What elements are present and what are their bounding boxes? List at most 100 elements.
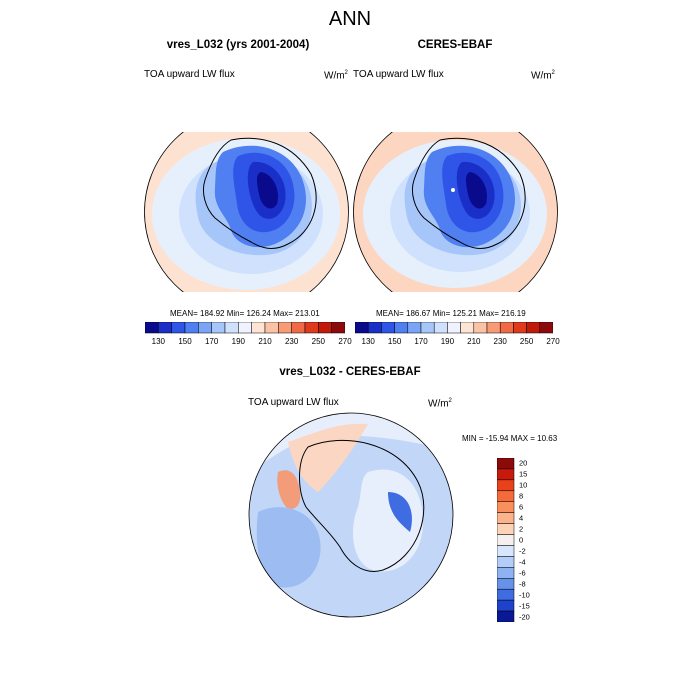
diff-colorbar-tick-label: -4 [519,557,526,567]
diff-colorbar-swatch [497,523,515,535]
left-colorbar-tick-label: 230 [284,337,299,346]
right-colorbar-tick-label: 230 [493,337,507,346]
diff-colorbar-swatch [497,599,515,612]
diff-colorbar-swatch [497,610,515,622]
right-colorbar-swatch [420,322,435,334]
left-colorbar-swatch [198,322,212,334]
right-units-text: W/m [531,70,552,82]
right-colorbar [355,322,553,334]
diff-colorbar-swatch [497,556,515,568]
right-colorbar-tick-label: 170 [414,337,428,346]
right-colorbar-swatch [394,322,409,334]
left-colorbar-swatch [171,322,186,334]
diff-colorbar-tick-label: 6 [519,502,524,512]
left-colorbar-tick-label: 130 [151,337,166,346]
left-colorbar-ticks: 130 150 170 190 210 230 250 270 [145,337,352,349]
right-panel-units: W/m2 [531,70,555,81]
right-colorbar-swatch [539,322,553,334]
map-coastline [202,137,317,249]
right-panel-variable: TOA upward LW flux [353,69,444,80]
diff-colorbar-swatch [497,545,515,557]
left-colorbar [145,322,345,334]
left-units-text: W/m [324,70,345,82]
right-colorbar-tick-label: 150 [387,337,402,346]
diff-colorbar-swatch [497,567,515,579]
diff-colorbar-swatch [497,490,515,502]
right-colorbar-swatch [447,322,461,334]
map-antarctic-core [257,172,279,209]
diff-colorbar-tick-label: 10 [519,480,528,490]
map-coastline [411,137,526,249]
diff-colorbar [497,458,515,622]
diff-colorbar-ticks: 20 15 10 8 6 4 2 0 -2 -4 -6 -8 -10 -15 -20 [519,458,549,622]
diff-colorbar-tick-label: 20 [519,458,528,468]
left-colorbar-swatch [318,322,332,334]
diff-colorbar-tick-label: 0 [519,535,524,545]
left-colorbar-tick-label: 210 [258,337,272,346]
diff-colorbar-swatch [497,588,515,601]
diff-negative-region [256,507,321,588]
left-units-sup: 2 [344,70,348,76]
right-colorbar-swatch [486,322,501,334]
map-boundary [144,132,349,292]
left-panel-units: W/m2 [324,70,348,81]
left-colorbar-tick-label: 170 [204,337,219,346]
right-colorbar-ticks: 130 150 170 190 210 230 250 270 [355,337,560,349]
map-pole-dot [451,188,455,192]
diff-colorbar-tick-label: 4 [519,513,524,523]
diff-polar-map [248,412,454,618]
left-colorbar-swatch [291,322,306,334]
diff-colorbar-swatch [497,512,515,524]
diff-colorbar-tick-label: -8 [519,579,526,589]
diff-colorbar-tick-label: -15 [519,601,530,611]
left-colorbar-swatch [211,322,226,334]
right-colorbar-swatch [355,322,369,334]
right-colorbar-swatch [513,322,527,334]
right-colorbar-swatch [473,322,488,334]
right-colorbar-swatch [526,322,541,334]
right-colorbar-tick-label: 190 [440,337,455,346]
right-colorbar-tick-label: 210 [467,337,481,346]
diff-colorbar-swatch [497,534,515,546]
right-colorbar-swatch [433,322,448,334]
map-boundary [353,132,558,292]
left-colorbar-tick-label: 250 [311,337,326,346]
diff-colorbar-swatch [497,501,515,513]
left-colorbar-tick-label: 190 [231,337,246,346]
diff-coastline [299,440,425,572]
left-colorbar-swatch [184,322,199,334]
left-colorbar-swatch [145,322,159,334]
left-panel-variable: TOA upward LW flux [144,69,235,80]
left-colorbar-tick-label: 150 [178,337,192,346]
right-units-sup: 2 [551,70,555,76]
right-panel-title: CERES-EBAF [417,39,493,51]
diff-colorbar-tick-label: -6 [519,568,526,578]
diff-panel-stats: MIN = -15.94 MAX = 10.63 [462,434,558,443]
diff-colorbar-swatch [497,458,515,470]
diff-colorbar-swatch [497,468,515,481]
diff-antarctic-light [353,469,423,572]
diff-units-text: W/m [428,398,449,410]
diff-colorbar-tick-label: 8 [519,491,524,501]
diff-colorbar-tick-label: -10 [519,590,530,600]
diff-colorbar-tick-label: -20 [519,612,530,622]
diff-antarctic-negative [388,492,412,532]
left-colorbar-swatch [251,322,266,334]
diff-units-sup: 2 [448,398,452,404]
diff-positive-strong [277,470,301,509]
right-panel-stats: MEAN= 186.67 Min= 125.21 Max= 216.19 [376,309,526,318]
left-colorbar-swatch [238,322,252,334]
left-colorbar-swatch [304,322,319,334]
diff-colorbar-swatch [497,578,515,590]
map-antarctic-core [466,172,488,209]
diff-colorbar-tick-label: 2 [519,524,524,534]
right-colorbar-swatch [381,322,395,334]
diff-map-boundary [248,412,454,618]
left-colorbar-swatch [264,322,279,334]
diff-colorbar-swatch [497,479,515,492]
left-panel-title: vres_L032 (yrs 2001-2004) [166,39,310,51]
left-colorbar-swatch [278,322,292,334]
right-colorbar-tick-label: 270 [546,337,560,346]
right-colorbar-swatch [367,322,382,334]
left-panel-stats: MEAN= 184.92 Min= 126.24 Max= 213.01 [170,309,320,318]
